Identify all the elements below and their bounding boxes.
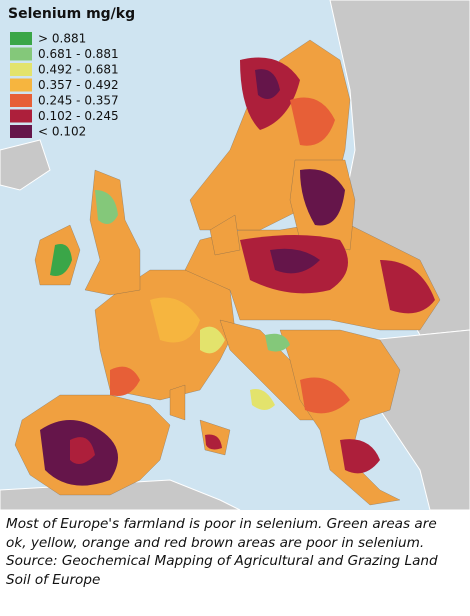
legend-swatch — [10, 109, 32, 123]
legend-swatch — [10, 94, 32, 107]
legend-swatch — [10, 47, 32, 61]
legend-label: 0.492 - 0.681 — [38, 63, 119, 77]
legend-swatch — [10, 78, 32, 92]
legend-label: 0.102 - 0.245 — [38, 109, 119, 123]
caption-line: Soil of Europe — [6, 571, 101, 588]
legend-label: 0.681 - 0.881 — [38, 47, 119, 61]
legend-title: Selenium mg/kg — [8, 6, 135, 22]
legend-label: < 0.102 — [38, 125, 86, 139]
legend-swatch — [10, 63, 32, 76]
legend-label: > 0.881 — [38, 32, 86, 46]
legend-swatch — [10, 32, 32, 45]
caption-line: Source: Geochemical Mapping of Agricultu… — [6, 553, 438, 569]
caption: Most of Europe's farmland is poor in sel… — [6, 515, 468, 589]
legend-swatch — [10, 125, 32, 138]
caption-line: Most of Europe's farmland is poor in sel… — [6, 516, 437, 532]
legend-label: 0.357 - 0.492 — [38, 78, 119, 92]
caption-line: ok, yellow, orange and red brown areas a… — [6, 534, 425, 551]
legend-label: 0.245 - 0.357 — [38, 94, 119, 108]
selenium-areas — [40, 57, 435, 486]
